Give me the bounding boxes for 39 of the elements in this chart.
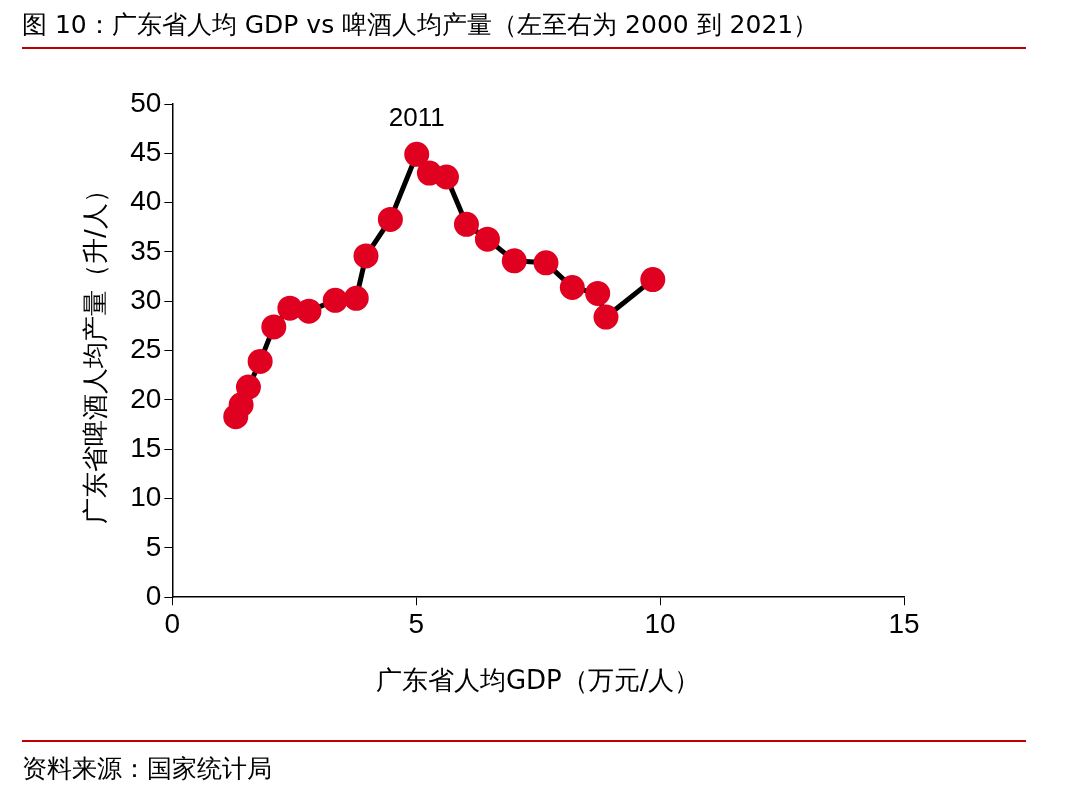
y-tick-label: 30 — [130, 284, 162, 315]
y-tick-label: 10 — [130, 481, 162, 513]
point — [228, 392, 254, 418]
point — [559, 274, 585, 300]
y-axis-title: 广东省啤酒人均产量（升/人） — [80, 177, 111, 524]
x-tick-label: 10 — [644, 607, 676, 639]
x-axis-title: 广东省人均GDP（万元/人） — [375, 665, 701, 696]
y-tick-label: 25 — [130, 333, 162, 365]
y-tick-label: 15 — [130, 431, 162, 463]
x-tick-label: 5 — [408, 607, 425, 639]
annotation: 2011 — [388, 102, 445, 133]
chart-title: 图 10：广东省人均 GDP vs 啤酒人均产量（左至右为 2000 到 2021） — [22, 8, 1026, 49]
y-tick-label: 40 — [130, 185, 162, 217]
y-tick-label: 50 — [130, 86, 162, 118]
point — [343, 285, 369, 311]
point — [453, 211, 479, 237]
point — [322, 287, 348, 313]
y-tick-label: 35 — [130, 234, 162, 266]
point — [533, 250, 559, 276]
point — [377, 206, 403, 232]
point — [585, 280, 611, 306]
y-tick-label: 20 — [130, 382, 162, 414]
y-tick-label: 0 — [145, 579, 162, 611]
x-tick-label: 15 — [888, 607, 920, 639]
point — [353, 243, 379, 269]
point — [501, 248, 527, 274]
point — [296, 298, 322, 324]
point — [277, 295, 303, 321]
point — [247, 348, 273, 374]
y-tick-label: 5 — [145, 530, 162, 562]
text: 资料来源：国家统计局 — [22, 740, 1026, 785]
y-tick-label: 45 — [130, 136, 162, 168]
point — [640, 267, 666, 293]
point — [433, 164, 459, 190]
point — [593, 304, 619, 330]
point — [474, 226, 500, 252]
point — [235, 374, 261, 400]
point — [404, 141, 430, 167]
point — [261, 314, 287, 340]
